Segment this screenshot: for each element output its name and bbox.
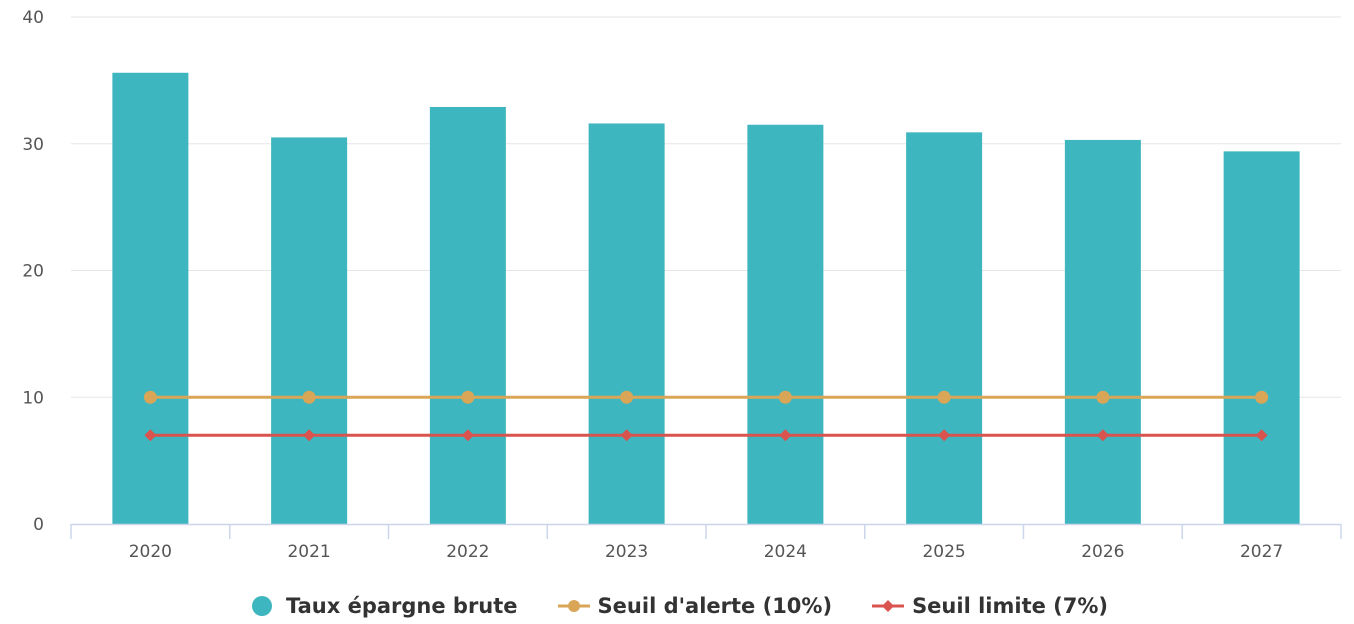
point-limit-2022 bbox=[461, 429, 474, 442]
y-tick-label: 20 bbox=[22, 262, 44, 282]
x-tick-label: 2024 bbox=[764, 542, 807, 562]
y-tick-label: 10 bbox=[22, 388, 44, 408]
x-tick-label: 2023 bbox=[605, 542, 648, 562]
point-limit-2024 bbox=[779, 429, 792, 442]
bar-2022 bbox=[429, 106, 506, 525]
bar-2024 bbox=[747, 124, 824, 525]
bar-2023 bbox=[588, 123, 665, 524]
point-limit-2025 bbox=[938, 429, 951, 442]
bar-2026 bbox=[1064, 139, 1141, 524]
y-tick-label: 0 bbox=[33, 515, 44, 535]
threshold-lines bbox=[143, 390, 1269, 442]
x-tick-label: 2020 bbox=[129, 542, 172, 562]
legend-item-savings-rate[interactable]: Taux épargne brute bbox=[246, 594, 518, 618]
legend-label: Taux épargne brute bbox=[285, 594, 518, 618]
point-alert-2025 bbox=[937, 390, 951, 404]
bar-2020 bbox=[112, 72, 189, 525]
bar-2025 bbox=[906, 132, 983, 524]
legend: Taux épargne brute Seuil d'alerte (10%) … bbox=[0, 588, 1354, 624]
legend-circle-icon bbox=[246, 596, 278, 616]
y-tick-label: 40 bbox=[22, 8, 44, 28]
point-limit-2026 bbox=[1096, 429, 1109, 442]
y-tick-label: 30 bbox=[22, 135, 44, 155]
legend-item-limit-threshold[interactable]: Seuil limite (7%) bbox=[872, 594, 1108, 618]
legend-item-alert-threshold[interactable]: Seuil d'alerte (10%) bbox=[557, 594, 833, 618]
tick-labels: 0 10 20 30 40 2020 2021 2022 2023 2024 2025 2026 202… bbox=[22, 8, 1283, 562]
x-tick-label: 2021 bbox=[287, 542, 330, 562]
point-limit-2027 bbox=[1255, 429, 1268, 442]
x-axis bbox=[70, 523, 1342, 539]
bar-2027 bbox=[1223, 151, 1300, 525]
point-alert-2021 bbox=[302, 390, 316, 404]
point-alert-2026 bbox=[1096, 390, 1110, 404]
x-tick-label: 2022 bbox=[446, 542, 489, 562]
grid bbox=[71, 16, 1341, 398]
bars bbox=[112, 72, 1300, 525]
point-limit-2021 bbox=[303, 429, 316, 442]
point-limit-2020 bbox=[144, 429, 157, 442]
point-alert-2020 bbox=[143, 390, 157, 404]
legend-line-diamond-icon bbox=[872, 596, 905, 616]
legend-label: Seuil d'alerte (10%) bbox=[597, 594, 833, 618]
point-alert-2027 bbox=[1255, 390, 1269, 404]
legend-line-circle-icon bbox=[557, 596, 590, 616]
x-tick-label: 2027 bbox=[1240, 542, 1283, 562]
x-tick-label: 2025 bbox=[922, 542, 965, 562]
point-alert-2022 bbox=[461, 390, 475, 404]
bar-2021 bbox=[271, 137, 348, 524]
point-alert-2024 bbox=[778, 390, 792, 404]
point-alert-2023 bbox=[620, 390, 634, 404]
x-tick-label: 2026 bbox=[1081, 542, 1124, 562]
point-limit-2023 bbox=[620, 429, 633, 442]
legend-label: Seuil limite (7%) bbox=[912, 594, 1109, 618]
